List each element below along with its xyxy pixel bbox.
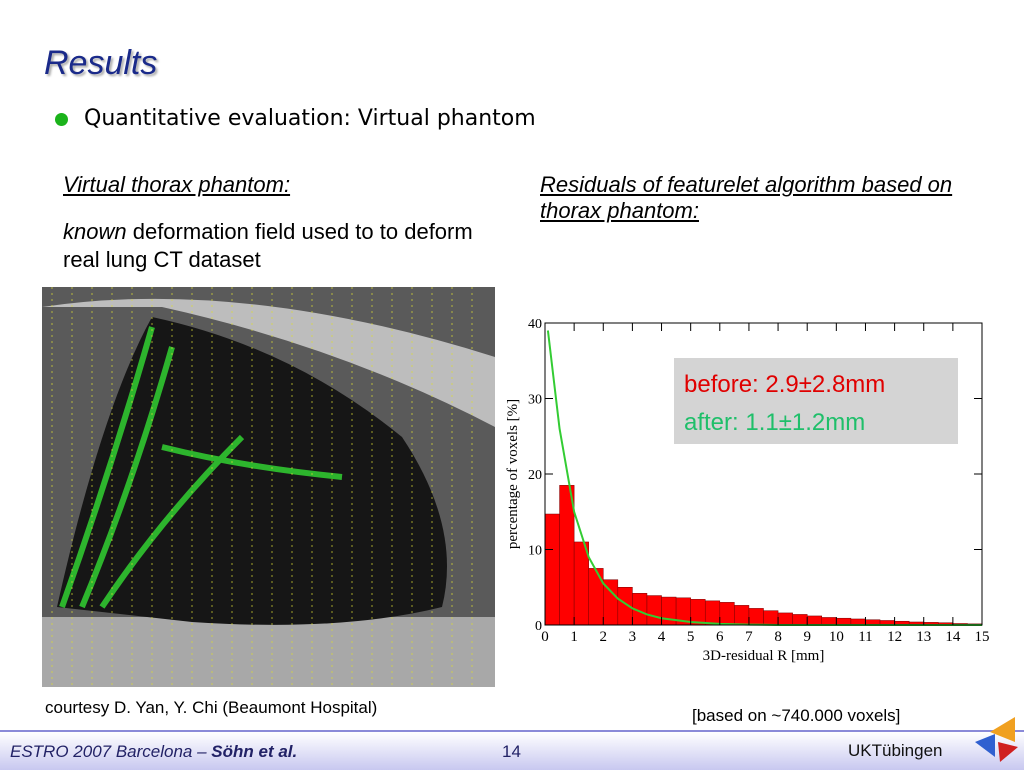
bar: [559, 485, 575, 626]
text: deformation field used to to deform real…: [63, 219, 473, 272]
x-tick-label: 6: [716, 629, 724, 645]
bar: [748, 608, 764, 626]
conference: ESTRO 2007 Barcelona –: [10, 742, 212, 761]
bar: [544, 513, 560, 626]
x-tick-label: 8: [774, 629, 782, 645]
logo: [975, 717, 1018, 762]
right-heading: Residuals of featurelet algorithm based …: [540, 172, 953, 223]
y-tick-label: 20: [528, 468, 542, 483]
note: [based on ~740.000 voxels]: [692, 706, 901, 725]
bar: [588, 568, 604, 626]
bar: [734, 605, 750, 626]
x-tick-label: 0: [541, 629, 549, 645]
slide-title: Results: [44, 44, 158, 82]
line: [546, 330, 982, 626]
x-tick-label: 5: [687, 629, 695, 645]
x-axis-label: 3D-residual R [mm]: [703, 648, 825, 664]
bar: [646, 595, 662, 626]
chart: 0 1 2 3 4 5 6 7 8 9 10 11 12 13 14 150102030403D-residu…: [505, 317, 990, 664]
bar: [836, 617, 852, 626]
caption: courtesy D. Yan, Y. Chi (Beaumont Hospit…: [45, 698, 378, 717]
x-tick-label: 14: [945, 629, 961, 645]
y-tick-label: 40: [528, 317, 542, 332]
footer-org: UKTübingen: [848, 741, 943, 760]
bullet-dot: [55, 113, 68, 126]
y-tick-label: 30: [528, 393, 542, 408]
ct-image: [42, 287, 495, 687]
bar: [777, 612, 793, 626]
x-tick-label: 9: [803, 629, 811, 645]
x-tick-label: 15: [975, 629, 990, 645]
bar: [573, 541, 589, 626]
y-tick-label: 0: [535, 619, 542, 634]
bar: [821, 617, 837, 626]
x-tick-label: 3: [629, 629, 637, 645]
annotation-box: [674, 358, 958, 444]
bar: [719, 602, 735, 626]
x-tick-label: 1: [570, 629, 578, 645]
y-axis-label: percentage of voxels [%]: [505, 399, 521, 549]
bar: [806, 615, 823, 626]
left-text: known deformation field used to to defor…: [63, 218, 483, 274]
footer-bar: [0, 730, 1024, 770]
bar: [763, 610, 779, 626]
footer-conference: ESTRO 2007 Barcelona – Söhn et al.: [10, 742, 297, 762]
page-number: 14: [502, 742, 521, 761]
bar: [792, 614, 808, 626]
x-tick-label: 10: [829, 629, 844, 645]
emph: known: [63, 219, 127, 244]
x-tick-label: 13: [916, 629, 931, 645]
x-tick-label: 11: [858, 629, 872, 645]
left-heading: Virtual thorax phantom:: [63, 172, 291, 197]
authors: Söhn et al.: [211, 742, 298, 761]
x-tick-label: 4: [658, 629, 666, 645]
x-tick-label: 2: [600, 629, 608, 645]
x-tick-label: 12: [887, 629, 902, 645]
bullet: Quantitative evaluation: Virtual phantom: [84, 106, 536, 131]
bar: [704, 600, 721, 626]
x-tick-label: 7: [745, 629, 753, 645]
y-tick-label: 10: [528, 544, 542, 559]
